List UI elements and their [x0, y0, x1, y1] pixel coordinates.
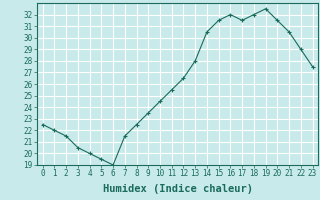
X-axis label: Humidex (Indice chaleur): Humidex (Indice chaleur): [103, 184, 252, 194]
